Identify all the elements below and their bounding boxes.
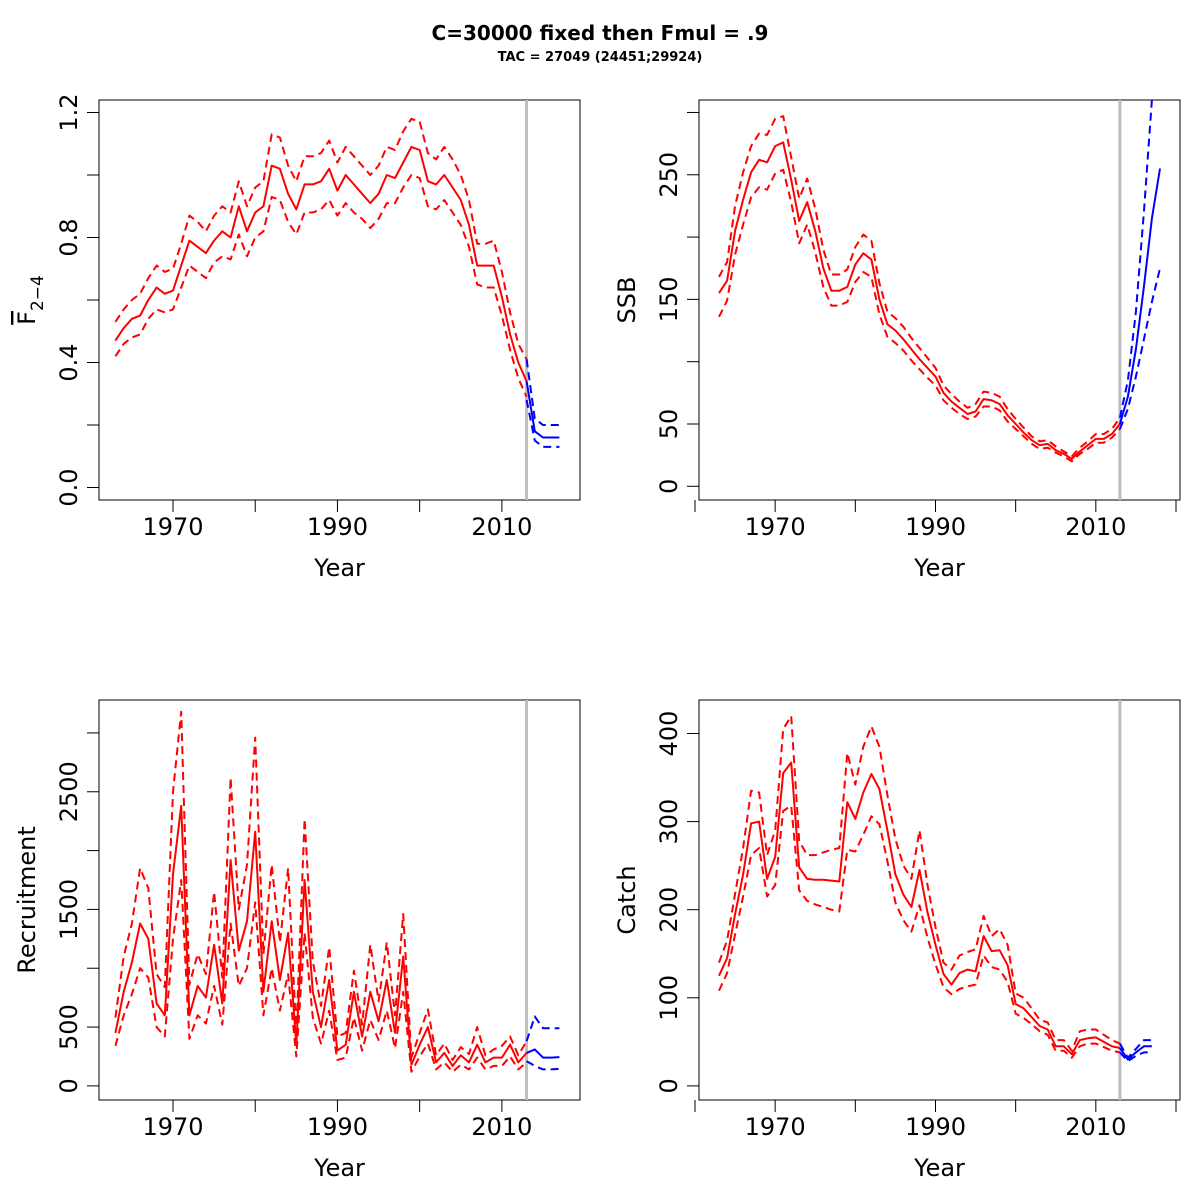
y-tick-label: 150 — [655, 276, 683, 322]
series-projection-ci-5 — [1119, 1051, 1152, 1063]
x-tick-label: 1970 — [142, 1113, 203, 1141]
y-tick-label: 100 — [655, 975, 683, 1021]
y-tick-label: 500 — [55, 1004, 83, 1050]
x-tick-label: 1990 — [905, 1113, 966, 1141]
y-tick-label: 200 — [655, 887, 683, 933]
y-axis-label-main: F — [13, 311, 41, 325]
series-group — [718, 100, 1161, 500]
plot-frame — [698, 699, 1181, 1101]
y-tick-label: 0.4 — [55, 343, 83, 381]
series-projection-estimate — [525, 381, 560, 439]
x-tick-label: 2010 — [471, 1113, 532, 1141]
series-history-ci-1 — [718, 714, 1121, 1052]
panels: 1970 1990 2010 0.0 0.4 0.8 1.2 Year F2−4 1970 1990… — [13, 93, 1181, 1182]
x-tick-label: 1970 — [745, 1113, 806, 1141]
y-tick-label: 1.2 — [55, 93, 83, 131]
x-tick-label: 2010 — [471, 513, 532, 541]
series-projection-ci-4 — [525, 359, 560, 426]
x-tick-label: 1970 — [745, 513, 806, 541]
series-history-ci-2 — [114, 879, 528, 1073]
y-tick-label: 1500 — [55, 879, 83, 940]
panel-catch: 1970 1990 2010 0 100 200 300 400 Year Catch — [613, 699, 1181, 1182]
series-history-ci-2 — [718, 168, 1121, 463]
x-tick-label: 2010 — [1065, 1113, 1126, 1141]
series-history-ci-1 — [718, 115, 1121, 458]
y-axis-label-subscript: 2−4 — [28, 275, 48, 311]
series-group — [114, 100, 560, 500]
y-tick-label: 0 — [655, 1078, 683, 1093]
x-tick-label: 1970 — [142, 513, 203, 541]
series-history-estimate — [718, 761, 1121, 1056]
y-tick-label: 300 — [655, 799, 683, 845]
series-projection-ci-5 — [1118, 267, 1161, 430]
series-projection-ci-4 — [1119, 1039, 1152, 1059]
series-history-ci-1 — [114, 710, 528, 1061]
plot-frame — [98, 699, 581, 1101]
series-group — [114, 700, 560, 1100]
y-tick-label: 0.8 — [55, 218, 83, 256]
y-axis-label: F2−4 — [13, 275, 48, 325]
series-history-ci-2 — [718, 804, 1121, 1059]
plot-frame — [698, 99, 1181, 501]
series-projection-estimate — [526, 1048, 560, 1059]
series-history-estimate — [114, 145, 528, 382]
y-tick-label: 250 — [655, 152, 683, 198]
y-axis-label: SSB — [613, 277, 641, 324]
series-projection-ci-5 — [526, 1060, 560, 1071]
y-tick-label: 0.0 — [55, 468, 83, 506]
y-tick-label: 2500 — [55, 761, 83, 822]
x-tick-label: 1990 — [307, 513, 368, 541]
figure-title: C=30000 fixed then Fmul = .9 — [432, 21, 769, 45]
series-group — [718, 700, 1152, 1100]
figure-subtitle: TAC = 27049 (24451;29924) — [498, 50, 703, 65]
series-projection-ci-4 — [525, 1015, 560, 1042]
x-axis-label: Year — [313, 554, 365, 582]
y-tick-label: 400 — [655, 711, 683, 757]
series-projection-ci-5 — [525, 399, 560, 448]
x-tick-label: 1990 — [307, 1113, 368, 1141]
series-projection-estimate — [1119, 1045, 1152, 1061]
y-tick-label: 50 — [655, 409, 683, 440]
x-axis-label: Year — [913, 1154, 965, 1182]
panel-fbar: 1970 1990 2010 0.0 0.4 0.8 1.2 Year F2−4 — [13, 93, 581, 582]
x-tick-label: 2010 — [1065, 513, 1126, 541]
series-history-ci-2 — [114, 174, 528, 398]
panel-recruitment: 1970 1990 2010 0 500 1500 2500 Year Recruitment — [13, 699, 581, 1182]
y-axis-label: Catch — [613, 865, 641, 934]
series-projection-ci-4 — [1118, 100, 1153, 419]
y-tick-label: 0 — [655, 479, 683, 494]
x-axis-label: Year — [913, 554, 965, 582]
x-axis-label: Year — [313, 1154, 365, 1182]
panel-ssb: 1970 1990 2010 0 50 150 250 Year SSB — [613, 99, 1181, 582]
series-history-estimate — [114, 804, 528, 1067]
x-tick-label: 1990 — [905, 513, 966, 541]
y-tick-label: 0 — [55, 1078, 83, 1093]
series-history-estimate — [718, 141, 1121, 460]
series-history-ci-1 — [114, 117, 528, 360]
series-projection-estimate — [1118, 168, 1161, 425]
y-axis-label: Recruitment — [13, 826, 41, 973]
